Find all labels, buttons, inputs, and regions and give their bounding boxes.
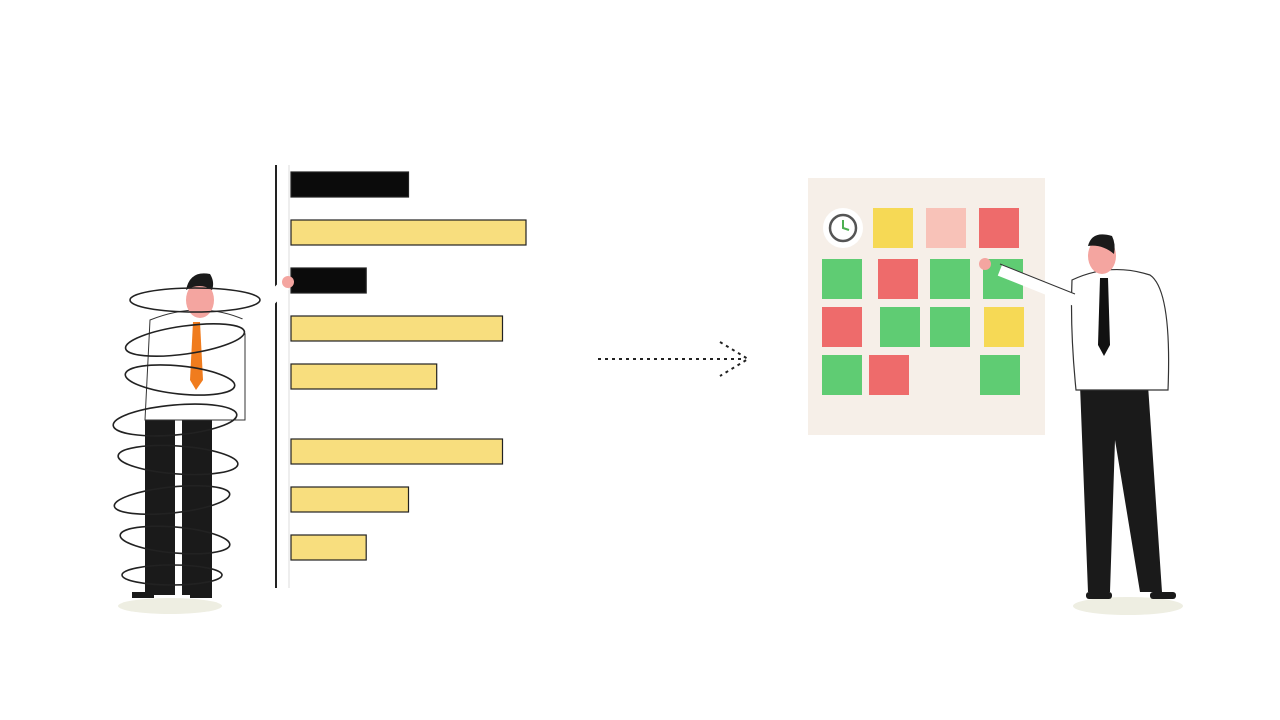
- tie: [190, 322, 203, 390]
- arm: [235, 280, 290, 335]
- arm: [997, 264, 1078, 306]
- trousers: [1080, 385, 1162, 592]
- clock-hands: [842, 220, 850, 231]
- hand: [979, 258, 991, 270]
- bar-black: [290, 171, 410, 198]
- sticky-note-green: [822, 259, 862, 299]
- dashed-arrow-right-icon: [598, 341, 750, 377]
- arm-outline: [999, 263, 1076, 295]
- shirt: [1070, 268, 1170, 391]
- sticky-note-green: [980, 355, 1020, 395]
- face: [186, 282, 214, 318]
- bar-yellow: [290, 315, 504, 342]
- ground-shadow-left: [118, 598, 222, 614]
- bar-yellow: [290, 486, 410, 513]
- shoe: [132, 592, 154, 598]
- tie: [1098, 278, 1110, 356]
- sticky-note-red: [822, 307, 862, 347]
- sticky-note-green: [880, 307, 920, 347]
- hand: [282, 276, 294, 288]
- sticky-note-green: [822, 355, 862, 395]
- bar-yellow: [290, 219, 527, 246]
- presenting-person: [979, 234, 1176, 599]
- clock-face: [828, 213, 858, 243]
- shoe: [190, 592, 212, 598]
- sticky-note-red: [869, 355, 909, 395]
- bar-yellow: [290, 534, 367, 561]
- sticky-note-green: [930, 307, 970, 347]
- shoe: [1086, 592, 1112, 599]
- hair: [186, 273, 214, 290]
- shoe: [1150, 592, 1176, 599]
- hair: [1088, 234, 1115, 254]
- sticky-note-yellow: [873, 208, 913, 248]
- tangled-person: [112, 273, 294, 598]
- sticky-note-green: [930, 259, 970, 299]
- sticky-note-pink: [926, 208, 966, 248]
- ground-shadow-right: [1073, 597, 1183, 615]
- bar-group: [290, 171, 527, 561]
- sticky-note-yellow: [984, 307, 1024, 347]
- bar-yellow: [290, 363, 438, 390]
- sticky-note-red: [979, 208, 1019, 248]
- sticky-note-red: [878, 259, 918, 299]
- bar-black: [290, 267, 367, 294]
- tangle-scribble: [112, 287, 261, 586]
- left-leg: [145, 415, 175, 595]
- bar-yellow: [290, 438, 504, 465]
